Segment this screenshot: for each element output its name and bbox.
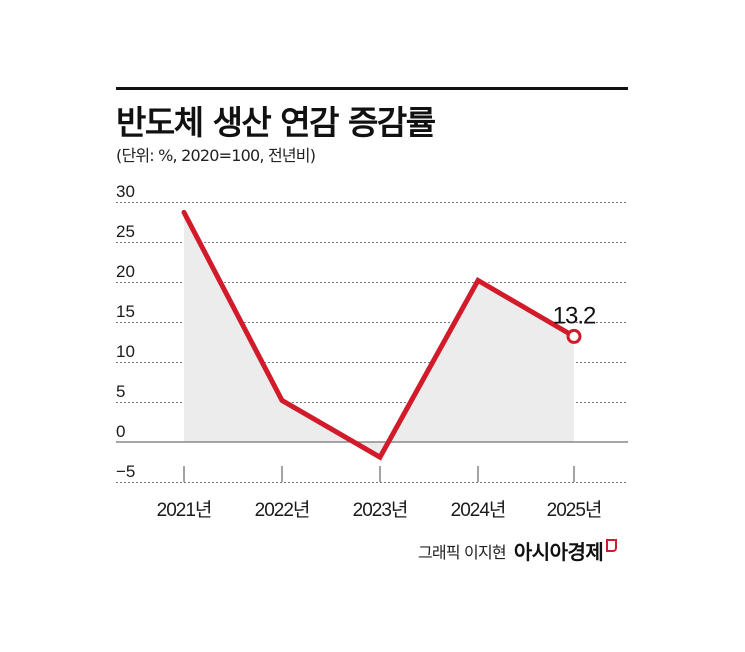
credit: 그래픽 이지현 아시아경제 (418, 536, 618, 565)
brand-logo: 아시아경제 (513, 540, 604, 564)
x-tick-label: 2025년 (547, 499, 602, 521)
y-tick-label: 25 (116, 222, 135, 241)
x-axis-labels: 2021년 2022년 2023년 2024년 2025년 (157, 499, 603, 521)
x-tick-label: 2021년 (157, 499, 212, 521)
y-axis-labels: 30 25 20 15 10 5 0 −5 (116, 182, 135, 481)
x-axis-ticks (183, 466, 575, 482)
y-tick-label: 20 (116, 262, 135, 281)
brand-mark-icon (606, 539, 618, 552)
last-point-marker (566, 328, 582, 344)
y-tick-label: 10 (116, 342, 135, 361)
area-fill (184, 212, 574, 458)
graphic-credit: 그래픽 이지현 (418, 542, 507, 562)
x-tick-label: 2022년 (255, 499, 310, 521)
x-tick-label: 2024년 (451, 499, 506, 521)
top-rule (116, 87, 628, 90)
chart-subtitle: (단위: %, 2020=100, 전년비) (116, 146, 316, 165)
y-tick-label: −5 (116, 462, 135, 481)
data-line (181, 209, 577, 461)
chart-title: 반도체 생산 연감 증감률 (116, 103, 436, 142)
y-tick-label: 0 (116, 422, 125, 441)
last-value-label: 13.2 (553, 302, 596, 329)
x-tick-label: 2023년 (353, 499, 408, 521)
y-tick-label: 30 (116, 182, 135, 201)
y-tick-label: 5 (116, 382, 125, 401)
y-tick-label: 15 (116, 302, 135, 321)
